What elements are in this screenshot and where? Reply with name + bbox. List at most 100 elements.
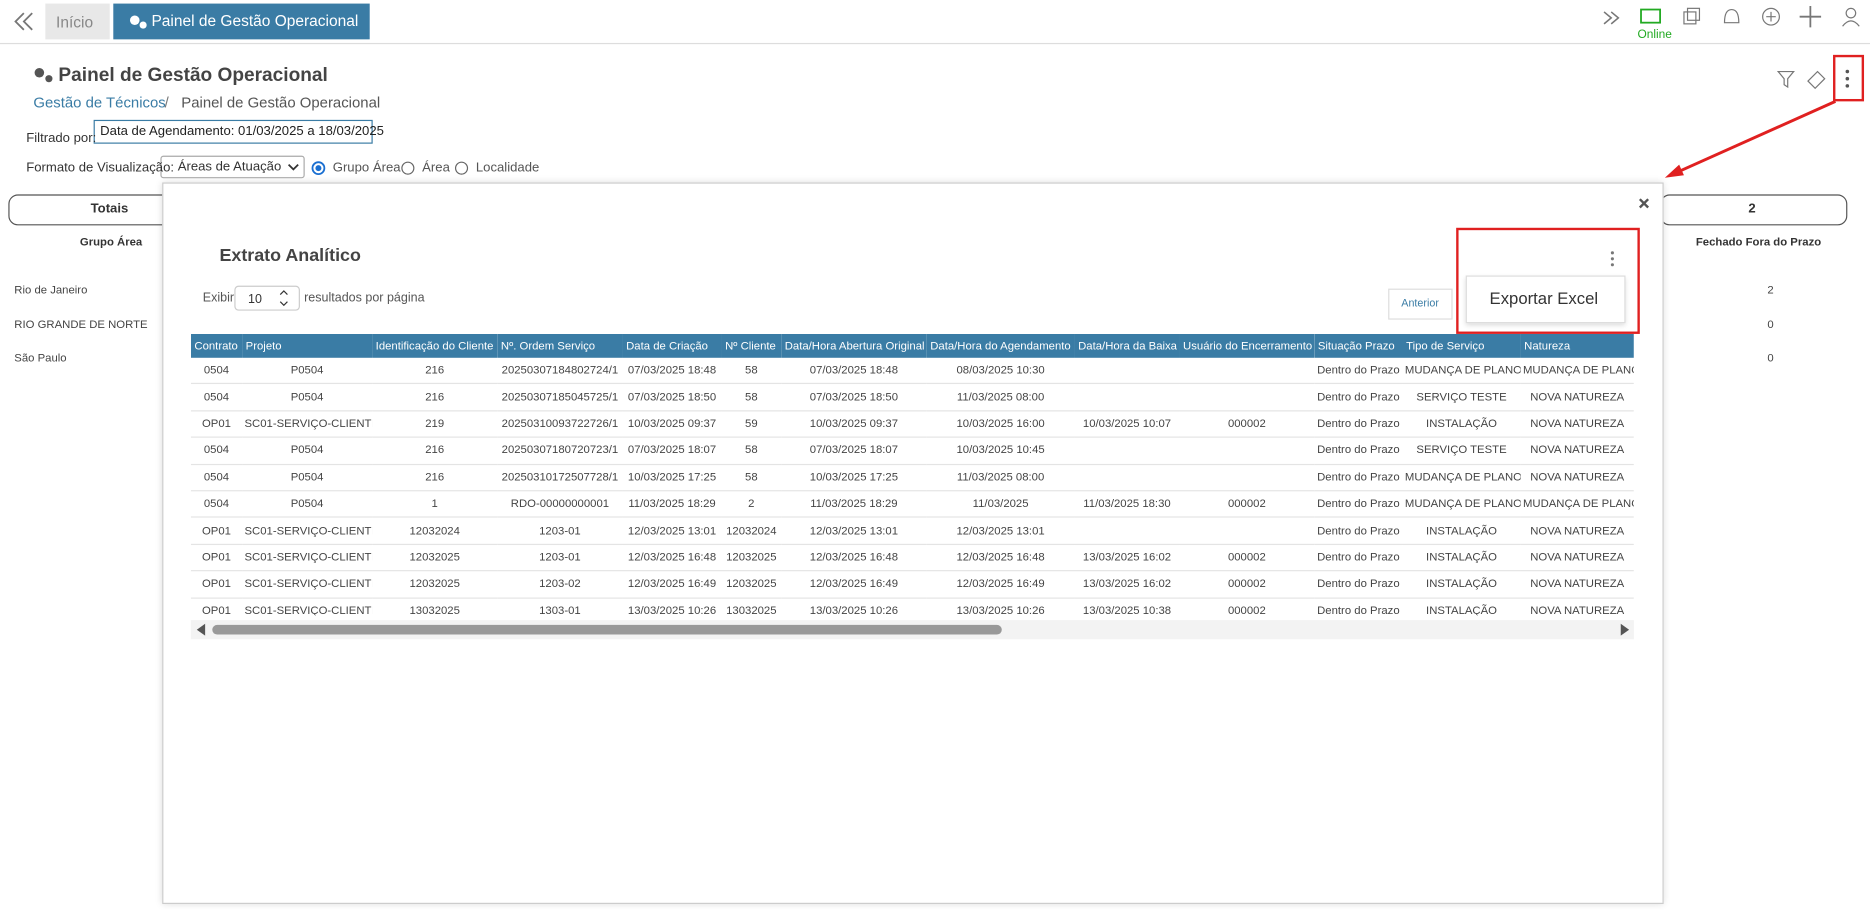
- table-cell: 1203-02: [497, 570, 623, 599]
- table-cell: NOVA NATUREZA: [1520, 597, 1634, 616]
- status-label: Online: [1637, 28, 1672, 42]
- radio-label[interactable]: Localidade: [475, 161, 540, 176]
- column-header[interactable]: Data/Hora da Baixa: [1074, 333, 1180, 358]
- table-cell: [1179, 437, 1315, 465]
- table-cell: SERVIÇO TESTE: [1402, 437, 1521, 465]
- table-cell: 12/03/2025 16:49: [781, 570, 927, 599]
- table-cell: SC01-SERVIÇO-CLIENTE: [242, 570, 373, 599]
- table-cell: [1179, 357, 1315, 385]
- table-row: OP01 SC01-SERVIÇO-CLIENTE 219 2025031009372…: [190, 410, 1634, 438]
- table-cell: 08/03/2025 10:30: [926, 357, 1075, 385]
- table-row: OP01 SC01-SERVIÇO-CLIENTE 12032025 1203-02 1…: [190, 570, 1634, 599]
- table-cell: SERVIÇO TESTE: [1402, 383, 1521, 412]
- table-cell: Dentro do Prazo: [1314, 544, 1403, 572]
- column-header[interactable]: Data/Hora Abertura Original: [781, 333, 927, 358]
- table-cell: 10/03/2025 17:25: [781, 463, 927, 492]
- view-select[interactable]: Áreas de Atuação: [177, 159, 282, 175]
- table-cell: 0504: [190, 463, 243, 492]
- table-cell: MUDANÇA DE PLANO: [1402, 463, 1521, 492]
- column-header[interactable]: Projeto: [242, 333, 373, 358]
- table-cell: 12032025: [372, 570, 498, 599]
- table-cell: 10/03/2025 09:37: [781, 410, 927, 438]
- table-cell: NOVA NATUREZA: [1520, 383, 1634, 412]
- table-cell: 12032024: [372, 517, 498, 545]
- table-cell: 07/03/2025 18:07: [622, 437, 722, 465]
- export-excel[interactable]: Exportar Excel: [1489, 288, 1599, 308]
- table-cell: 000002: [1179, 410, 1315, 438]
- table-row: 0504 P0504 1 RDO-00000000001 11/03/2025 18:2…: [190, 490, 1634, 519]
- table-cell: 2: [721, 490, 782, 519]
- previous-button[interactable]: [1388, 288, 1453, 320]
- table-cell: 12/03/2025 13:01: [926, 517, 1075, 545]
- radio-label[interactable]: Área: [422, 161, 450, 176]
- table-cell: 216: [372, 437, 498, 465]
- table-cell: 07/03/2025 18:48: [781, 357, 927, 385]
- table-cell: 216: [372, 383, 498, 412]
- column-header[interactable]: Data de Criação: [622, 333, 722, 358]
- table-cell: OP01: [190, 570, 243, 599]
- table-cell: [1179, 517, 1315, 545]
- table-cell: 07/03/2025 18:50: [622, 383, 722, 412]
- table-cell: 10/03/2025 10:07: [1074, 410, 1180, 438]
- table-cell: INSTALAÇÃO: [1402, 597, 1521, 616]
- home-tab[interactable]: [45, 3, 110, 40]
- table-cell: 58: [721, 437, 782, 465]
- table-cell: 10/03/2025 17:25: [622, 463, 722, 492]
- table-cell: 12032025: [372, 544, 498, 572]
- page-size[interactable]: 10: [248, 292, 262, 307]
- table-cell: 0504: [190, 490, 243, 519]
- table-cell: 0504: [190, 357, 243, 385]
- table-cell: 12/03/2025 16:49: [926, 570, 1075, 599]
- radio-label[interactable]: Grupo Área: [332, 161, 401, 176]
- table-cell: Dentro do Prazo: [1314, 437, 1403, 465]
- table-cell: 12/03/2025 16:48: [781, 544, 927, 572]
- column-header[interactable]: Nº. Ordem Serviço: [497, 333, 623, 358]
- column-header[interactable]: Nº Cliente: [721, 333, 782, 358]
- row-label: RIO GRANDE DE NORTE: [14, 317, 148, 331]
- table-cell: 59: [721, 410, 782, 438]
- column-header[interactable]: Identificação do Cliente: [372, 333, 498, 358]
- active-tab[interactable]: [113, 3, 370, 40]
- column-header[interactable]: Situação Prazo: [1314, 333, 1403, 358]
- table-cell: INSTALAÇÃO: [1402, 570, 1521, 599]
- table-cell: 1303-01: [497, 597, 623, 616]
- column-header[interactable]: Usuário do Encerramento: [1179, 333, 1315, 358]
- table-cell: 219: [372, 410, 498, 438]
- table-row: 0504 P0504 216 20250310172507728/1 10/03/202…: [190, 463, 1634, 492]
- table-cell: 11/03/2025 18:30: [1074, 490, 1180, 519]
- breadcrumb-link[interactable]: Gestão de Técnicos: [33, 94, 166, 111]
- table-cell: [1179, 383, 1315, 412]
- table-cell: OP01: [190, 517, 243, 545]
- table-cell: SC01-SERVIÇO-CLIENTE: [242, 517, 373, 545]
- table-cell: MUDANÇA DE PLANO: [1402, 357, 1521, 385]
- tab-label[interactable]: Início: [56, 13, 94, 32]
- totals-label: Totais: [90, 201, 129, 216]
- show-label: Exibir: [202, 290, 235, 306]
- table-cell: 13/03/2025 10:26: [781, 597, 927, 616]
- table-cell: P0504: [242, 383, 373, 412]
- table-cell: 07/03/2025 18:48: [622, 357, 722, 385]
- table-row: 0504 P0504 216 20250307185045725/1 07/03/202…: [190, 383, 1634, 412]
- column-header[interactable]: Data/Hora do Agendamento: [926, 333, 1075, 358]
- column-header[interactable]: Natureza: [1520, 333, 1634, 358]
- filter-label: Filtrado por:: [26, 131, 97, 146]
- table-cell: 11/03/2025 08:00: [926, 463, 1075, 492]
- tab-label[interactable]: Painel de Gestão Operacional: [151, 11, 359, 30]
- table-cell: OP01: [190, 544, 243, 572]
- top-bar: [0, 0, 1870, 45]
- table-cell: 0504: [190, 437, 243, 465]
- table-cell: 07/03/2025 18:07: [781, 437, 927, 465]
- previous-label[interactable]: Anterior: [1401, 296, 1439, 309]
- table-cell: 13/03/2025 16:02: [1074, 570, 1180, 599]
- column-header: Fechado Fora do Prazo: [1695, 236, 1822, 250]
- table-cell: P0504: [242, 490, 373, 519]
- breadcrumb-current: Painel de Gestão Operacional: [181, 94, 381, 111]
- column-header[interactable]: Contrato: [190, 333, 243, 358]
- table-cell: 13/03/2025 10:26: [926, 597, 1075, 616]
- table-cell: 13/03/2025 10:26: [622, 597, 722, 616]
- column-header[interactable]: Tipo de Serviço: [1402, 333, 1521, 358]
- table-cell: 12032025: [721, 544, 782, 572]
- table-cell: RDO-00000000001: [497, 490, 623, 519]
